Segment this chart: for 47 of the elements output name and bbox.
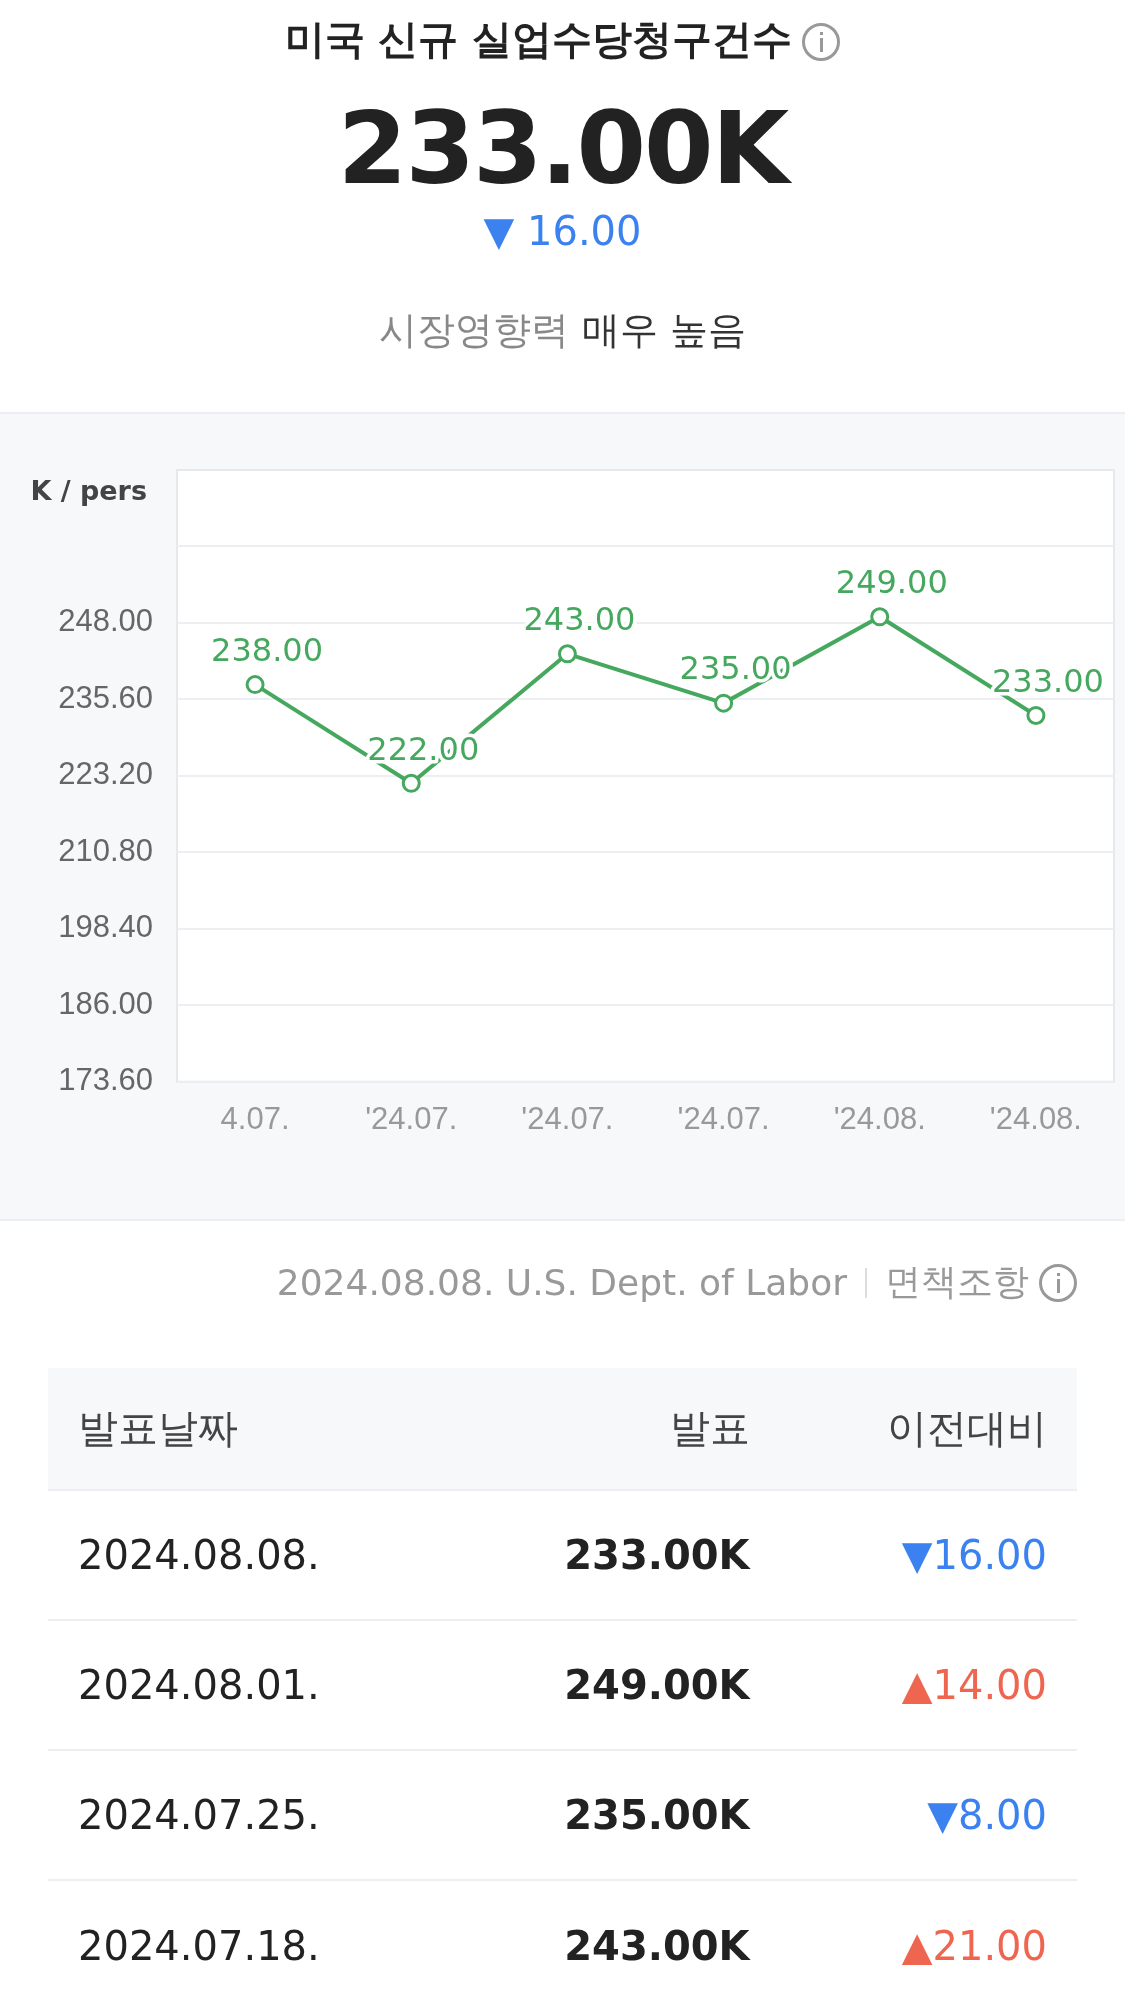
text: ▼16.00	[900, 1531, 1048, 1580]
point	[557, 644, 577, 664]
y-tick-label: 223.20	[58, 756, 153, 792]
text: 시장영향력	[379, 308, 570, 352]
data-label: 238.00	[211, 630, 324, 669]
x-tick-label: '24.07.	[677, 1100, 770, 1136]
text: 249.00K	[563, 1661, 752, 1710]
text: 2024.08.08.	[77, 1531, 321, 1580]
text: 발표날짜	[77, 1404, 239, 1453]
data-label: 243.00	[523, 600, 636, 639]
data-label: 249.00	[835, 563, 948, 602]
text: 2024.08.01.	[77, 1661, 321, 1710]
text: 243.00K	[563, 1921, 752, 1971]
text: ▲14.00	[900, 1661, 1048, 1710]
y-axis-title: K / pers	[30, 475, 147, 506]
y-tick-label: 210.80	[58, 832, 153, 868]
y-tick-label: 248.00	[58, 603, 153, 639]
text: ▲21.00	[900, 1921, 1048, 1971]
x-tick-label: '24.08.	[989, 1100, 1082, 1136]
text: ▼ 16.00	[482, 208, 643, 254]
text: 2024.07.18.	[77, 1921, 321, 1971]
point	[870, 607, 890, 627]
point	[714, 693, 734, 713]
x-tick-label: '24.07.	[365, 1100, 458, 1136]
y-tick-label: 198.40	[58, 909, 153, 945]
x-tick-label: 4.07.	[220, 1100, 290, 1136]
point	[1026, 705, 1046, 725]
data-label: 235.00	[679, 649, 792, 688]
text: 면책조항	[885, 1260, 1029, 1304]
point	[245, 675, 265, 695]
text: 미국 신규 실업수당청구건수	[284, 16, 793, 62]
text: 233.00K	[336, 90, 793, 207]
text: 235.00K	[563, 1791, 752, 1840]
y-tick-label: 173.60	[58, 1062, 153, 1098]
x-tick-label: '24.08.	[833, 1100, 926, 1136]
text: 2024.08.08. U.S. Dept. of Labor	[276, 1262, 847, 1303]
point	[401, 773, 421, 793]
text: 233.00K	[563, 1531, 752, 1580]
text: ▼8.00	[926, 1791, 1048, 1840]
data-label: 233.00	[991, 661, 1104, 700]
text: 발표	[668, 1404, 751, 1453]
x-tick-label: '24.07.	[521, 1100, 614, 1136]
text: 이전대비	[886, 1404, 1048, 1453]
y-tick-label: 235.60	[58, 679, 153, 715]
text: 매우 높음	[581, 308, 746, 352]
y-tick-label: 186.00	[58, 985, 153, 1021]
text: 2024.07.25.	[77, 1791, 321, 1840]
